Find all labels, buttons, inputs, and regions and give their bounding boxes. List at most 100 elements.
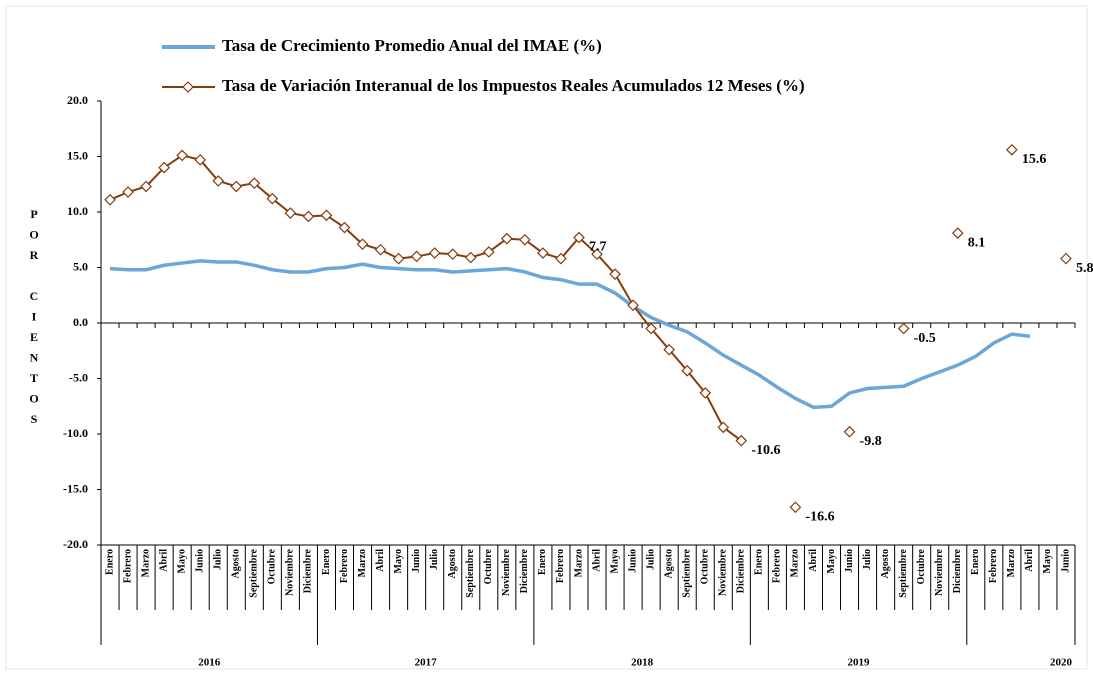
marker: [158, 161, 170, 174]
marker: [500, 232, 513, 245]
marker: [266, 192, 279, 205]
marker: [627, 299, 639, 312]
y-tick-label: 10.0: [67, 204, 88, 218]
x-tick-label: Noviembre: [718, 548, 729, 596]
marker: [537, 247, 549, 259]
data-label: -9.8: [860, 434, 882, 449]
series-line: [110, 155, 1066, 440]
marker: [609, 268, 621, 281]
marker: [212, 175, 225, 187]
x-tick-label: Febrero: [555, 549, 566, 583]
y-tick-label: 15.0: [67, 148, 88, 162]
x-tick-label: Septiembre: [249, 548, 260, 597]
y-tick-label: 5.0: [73, 259, 88, 273]
marker: [392, 252, 405, 265]
legend-label: Tasa de Variación Interanual de los Impu…: [222, 76, 805, 95]
marker: [194, 153, 207, 166]
frame: [5, 5, 1088, 670]
x-tick-label: Mayo: [176, 549, 187, 573]
x-tick-label: Enero: [537, 549, 548, 575]
x-tick-label: Septiembre: [465, 548, 476, 597]
marker: [140, 180, 152, 193]
marker: [843, 425, 856, 438]
y-tick-label: -10.0: [63, 426, 88, 440]
marker: [302, 210, 315, 223]
x-tick-label: Julio: [213, 549, 224, 570]
x-tick-label: Octubre: [700, 548, 711, 584]
x-tick-label: Marzo: [790, 549, 801, 577]
marker: [176, 149, 189, 162]
data-label: -16.6: [805, 509, 834, 524]
marker: [104, 193, 116, 206]
x-tick-label: Abril: [808, 549, 819, 572]
marker: [1006, 143, 1018, 156]
marker: [338, 221, 351, 234]
marker: [555, 252, 567, 265]
x-tick-label: Enero: [754, 549, 765, 575]
marker: [663, 343, 676, 356]
x-tick-label: Noviembre: [501, 548, 512, 596]
marker: [717, 421, 730, 434]
y-tick-label: -15.0: [63, 481, 88, 495]
marker: [482, 246, 495, 258]
x-tick-label: Abril: [375, 549, 386, 572]
x-tick-label: Agosto: [231, 549, 242, 578]
marker: [248, 177, 261, 189]
x-tick-label: Octubre: [483, 548, 494, 584]
marker: [573, 231, 585, 244]
marker: [699, 387, 712, 399]
x-tick-label: Enero: [321, 549, 332, 575]
marker: [320, 209, 333, 222]
x-tick-label: Abril: [591, 549, 602, 572]
x-tick-label: Junio: [195, 549, 206, 573]
marker: [284, 207, 297, 219]
marker: [428, 247, 441, 259]
y-tick-label: 0.0: [73, 315, 88, 329]
x-tick-label: Enero: [104, 549, 115, 575]
x-tick-label: Mayo: [393, 549, 404, 573]
x-tick-label: Abril: [158, 549, 169, 572]
marker: [356, 238, 369, 251]
x-tick-label: Febrero: [988, 549, 999, 583]
x-tick-label: Febrero: [122, 549, 133, 583]
x-tick-label: Agosto: [880, 549, 891, 578]
x-tick-label: Diciembre: [736, 548, 747, 593]
year-label: 2018: [631, 657, 654, 669]
x-tick-label: Marzo: [573, 549, 584, 577]
marker: [951, 227, 964, 239]
marker: [464, 251, 477, 264]
y-tick-label: 20.0: [67, 93, 88, 107]
x-tick-label: Julio: [429, 549, 440, 570]
x-tick-label: Diciembre: [519, 548, 530, 593]
x-tick-label: Abril: [1024, 549, 1035, 572]
x-tick-label: Junio: [411, 549, 422, 573]
data-label: 8.1: [968, 235, 986, 250]
year-label: 2020: [1050, 657, 1073, 669]
x-tick-label: Mayo: [1042, 549, 1053, 573]
x-tick-label: Marzo: [1006, 549, 1017, 577]
year-label: 2019: [848, 657, 871, 669]
x-tick-label: Octubre: [267, 548, 278, 584]
x-tick-label: Noviembre: [934, 548, 945, 596]
marker: [645, 322, 657, 335]
data-label: 15.6: [1022, 152, 1047, 167]
y-tick-label: -5.0: [69, 370, 88, 384]
x-tick-label: Marzo: [357, 549, 368, 577]
marker: [591, 248, 603, 261]
x-tick-label: Noviembre: [285, 548, 296, 596]
x-tick-label: Julio: [645, 549, 656, 570]
data-label: -10.6: [751, 443, 780, 458]
data-label: 7.7: [589, 240, 607, 255]
data-label: -0.5: [914, 331, 936, 346]
marker: [410, 250, 423, 263]
marker: [230, 180, 243, 193]
x-tick-label: Agosto: [663, 549, 674, 578]
x-tick-label: Julio: [862, 549, 873, 570]
x-tick-label: Febrero: [772, 549, 783, 583]
marker: [122, 186, 134, 198]
x-tick-label: Diciembre: [952, 548, 963, 593]
x-tick-label: Febrero: [339, 549, 350, 583]
x-tick-label: Enero: [970, 549, 981, 575]
